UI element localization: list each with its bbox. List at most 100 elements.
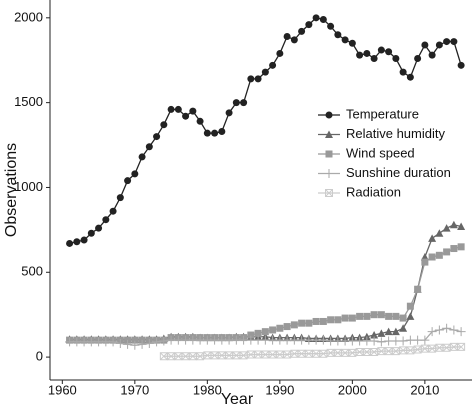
point: [449, 325, 459, 335]
point: [413, 345, 422, 354]
point: [276, 324, 284, 332]
y-tick-label: 1500: [14, 94, 43, 109]
point: [449, 220, 458, 229]
point: [384, 327, 393, 336]
point: [283, 32, 291, 40]
point: [116, 194, 124, 202]
point: [189, 107, 197, 115]
point: [341, 314, 349, 322]
point: [414, 285, 422, 293]
point: [232, 99, 240, 107]
point: [428, 51, 436, 59]
point: [376, 337, 386, 347]
point: [370, 55, 378, 63]
point: [131, 170, 139, 178]
point: [370, 331, 379, 339]
x-tick-label: 1990: [265, 382, 294, 397]
point: [450, 38, 458, 46]
point: [435, 229, 444, 237]
point: [377, 46, 385, 54]
point: [457, 61, 465, 69]
point: [196, 352, 205, 361]
point: [443, 248, 451, 256]
point: [109, 207, 117, 215]
point: [153, 133, 161, 141]
point: [160, 121, 168, 129]
legend-label: Relative humidity: [346, 126, 445, 141]
point: [442, 323, 452, 333]
point: [406, 312, 415, 320]
point: [385, 48, 393, 56]
point: [318, 335, 328, 345]
point: [73, 238, 81, 246]
point: [102, 216, 110, 224]
point: [108, 337, 118, 347]
point: [167, 105, 175, 113]
point: [428, 253, 436, 261]
point: [450, 245, 458, 253]
point: [130, 340, 140, 350]
legend-label: Sunshine duration: [346, 165, 451, 180]
y-tick-label: 1000: [14, 179, 43, 194]
point: [124, 177, 132, 185]
point: [363, 312, 371, 320]
point: [457, 342, 466, 351]
point: [137, 339, 147, 349]
point: [145, 143, 153, 151]
point: [399, 68, 407, 76]
point: [457, 222, 466, 230]
point: [305, 319, 313, 327]
point: [435, 41, 443, 49]
point: [269, 61, 277, 69]
point: [327, 316, 335, 324]
x-tick-label: 2010: [410, 382, 439, 397]
legend-label: Wind speed: [346, 145, 415, 160]
point: [80, 236, 88, 244]
point: [239, 351, 248, 360]
legend-marker: [325, 130, 333, 138]
legend-marker: [325, 189, 333, 197]
point: [399, 314, 407, 322]
point: [312, 317, 320, 325]
point: [443, 38, 451, 46]
point: [369, 336, 379, 346]
point: [66, 239, 74, 247]
point: [370, 348, 379, 357]
point: [283, 350, 292, 359]
point: [240, 99, 248, 107]
point: [298, 319, 306, 327]
point: [391, 347, 400, 356]
point: [399, 324, 408, 332]
point: [225, 109, 233, 117]
point: [377, 311, 385, 319]
point: [391, 327, 400, 336]
point: [334, 316, 342, 324]
point: [203, 129, 211, 137]
point: [414, 55, 422, 63]
point: [334, 31, 342, 39]
point: [319, 317, 327, 325]
point: [420, 335, 430, 345]
point: [406, 346, 415, 355]
point: [290, 321, 298, 329]
point: [182, 112, 190, 120]
y-tick-label: 0: [36, 349, 43, 364]
point: [442, 224, 451, 232]
point: [392, 55, 400, 63]
point: [312, 14, 320, 22]
x-tick-label: 1960: [48, 382, 77, 397]
point: [319, 349, 328, 358]
point: [269, 326, 277, 334]
y-tick-label: 500: [21, 264, 43, 279]
point: [392, 312, 400, 320]
point: [247, 75, 255, 83]
point: [434, 325, 444, 335]
point: [138, 153, 146, 161]
y-tick-label: 2000: [14, 9, 43, 24]
point: [428, 344, 437, 353]
point: [159, 336, 169, 346]
point: [398, 336, 408, 346]
point: [421, 258, 429, 266]
y-axis-label: Observations: [3, 143, 20, 237]
point: [174, 105, 182, 113]
